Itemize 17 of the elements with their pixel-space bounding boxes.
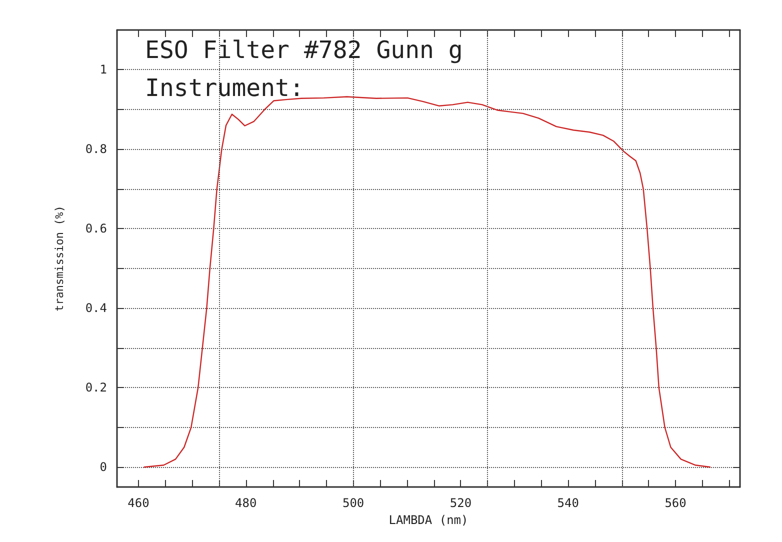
x-tick-label: 560 [664, 496, 686, 510]
x-tick-label: 520 [450, 496, 472, 510]
y-tick-label: 0.8 [85, 142, 107, 156]
chart-title: ESO Filter #782 Gunn g [145, 36, 463, 64]
y-tick-label: 0.2 [85, 380, 107, 395]
x-axis-title: LAMBDA (nm) [388, 513, 468, 527]
y-tick-label: 1 [100, 62, 107, 77]
x-tick-label: 480 [235, 496, 257, 510]
x-tick-label: 540 [557, 496, 579, 510]
annotation: Instrument: [145, 74, 304, 102]
x-tick-label: 500 [342, 496, 364, 510]
y-tick-label: 0 [100, 460, 107, 474]
y-axis-title: transmission (%) [53, 206, 66, 312]
y-tick-label: 0.4 [85, 301, 107, 316]
x-tick-label: 460 [128, 496, 150, 510]
y-tick-label: 0.6 [85, 222, 107, 236]
line-series [143, 96, 712, 468]
